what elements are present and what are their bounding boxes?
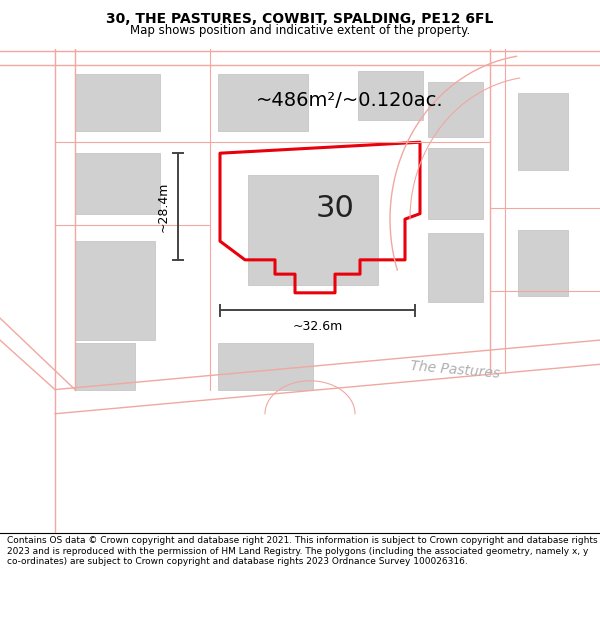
Bar — [358, 71, 423, 120]
Text: Contains OS data © Crown copyright and database right 2021. This information is : Contains OS data © Crown copyright and d… — [7, 536, 598, 566]
Bar — [75, 74, 160, 131]
Text: The Pastures: The Pastures — [410, 359, 500, 381]
Bar — [518, 230, 568, 296]
Text: 30: 30 — [316, 194, 355, 222]
Bar — [75, 343, 135, 389]
Bar — [75, 153, 160, 214]
Bar — [218, 74, 308, 131]
Text: ~32.6m: ~32.6m — [292, 321, 343, 333]
Bar — [428, 148, 483, 219]
Bar — [75, 241, 155, 340]
Text: 30, THE PASTURES, COWBIT, SPALDING, PE12 6FL: 30, THE PASTURES, COWBIT, SPALDING, PE12… — [106, 12, 494, 26]
Text: Map shows position and indicative extent of the property.: Map shows position and indicative extent… — [130, 24, 470, 36]
Text: ~486m²/~0.120ac.: ~486m²/~0.120ac. — [256, 91, 444, 110]
Text: ~28.4m: ~28.4m — [157, 181, 170, 232]
Bar — [218, 343, 313, 389]
Bar — [428, 82, 483, 137]
Bar — [518, 92, 568, 169]
Bar — [428, 234, 483, 302]
Bar — [248, 175, 378, 285]
